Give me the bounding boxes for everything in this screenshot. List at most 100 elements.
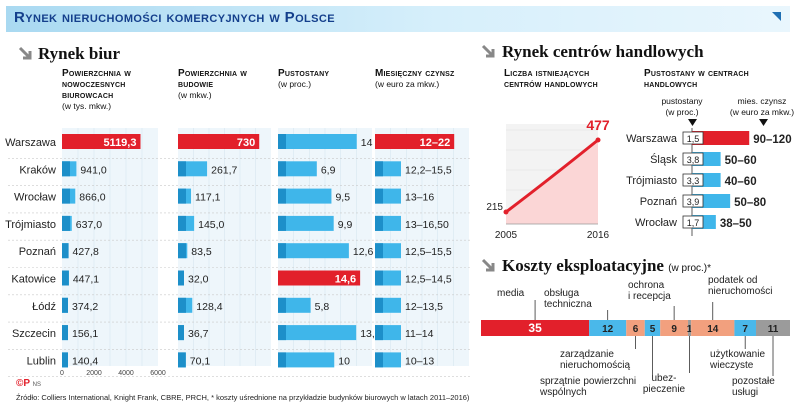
office-col-header-2: Powierzchnia w budowie (w mkw.) [178, 68, 274, 101]
triangle-marker-icon [759, 119, 768, 126]
bar-shade [178, 297, 186, 313]
vacancy-label: 3,9 [687, 197, 700, 207]
callout-label: pieczenie [643, 384, 686, 395]
cost-segment [688, 320, 692, 336]
cost-segment [589, 320, 627, 336]
costs-title-text: Koszty eksploatacyjne [502, 256, 664, 275]
malls-vacancy-sub-unit: (w proc.) [665, 107, 699, 117]
header-background [6, 6, 790, 32]
malls-vacancy-sub: pustostany (w proc.) [652, 96, 712, 118]
data-label: 12,5–15,5 [405, 246, 452, 258]
office-col-header-4-unit: (w euro za mkw.) [375, 79, 440, 89]
data-label: 10–13 [405, 355, 434, 367]
data-point [595, 137, 601, 143]
data-label: 36,7 [188, 328, 209, 340]
data-label: 12–22 [420, 137, 451, 149]
callout-label: użytkowanie [710, 349, 765, 360]
bar-shade [375, 215, 383, 231]
bar-shade [278, 215, 286, 231]
callout-label: pozostałe [732, 376, 775, 387]
data-label: 9,9 [338, 219, 353, 231]
callout-label: nieruchomości [708, 286, 772, 297]
publisher-logo: ©P NS [16, 378, 41, 389]
bar-highlight [692, 131, 750, 145]
malls-rent-sub-label: mies. czynsz [737, 96, 787, 106]
tick-label: 2005 [495, 230, 518, 241]
bar-shade [278, 297, 286, 313]
office-col-header-3: Pustostany (w proc.) [278, 68, 368, 90]
cost-segment [644, 320, 661, 336]
triangle-marker-icon [688, 119, 697, 126]
city-label: Trójmiasto [5, 219, 56, 231]
bar-shade [62, 297, 68, 313]
data-label: 12,6 [353, 246, 374, 258]
bar-shade [375, 352, 383, 368]
vacancy-label: 1,5 [687, 134, 700, 144]
callout-label: ochrona [628, 280, 665, 291]
office-section-title: Rynek biur [38, 44, 121, 63]
line-area [506, 140, 598, 224]
bar-shade [375, 270, 383, 286]
rent-label: 40–60 [725, 176, 757, 188]
segment-label: 11 [768, 324, 779, 335]
bar-shade [278, 325, 286, 341]
rent-label: 50–60 [725, 155, 757, 167]
ns-mark: NS [32, 382, 41, 388]
tick-label: 0 [60, 370, 64, 377]
bar [278, 188, 332, 204]
data-label: 730 [237, 137, 255, 149]
vacancy-box [682, 173, 704, 187]
office-col-header-1-unit: (w tys. mkw.) [62, 101, 112, 111]
vacancy-label: 1,7 [687, 218, 700, 228]
office-col-header-3-title: Pustostany [278, 68, 330, 79]
bar [278, 161, 317, 177]
data-label: 477 [586, 117, 610, 133]
rent-label: 38–50 [720, 218, 752, 230]
data-label: 117,1 [195, 192, 221, 204]
bar-shade [62, 352, 68, 368]
rent-label: 90–120 [753, 134, 791, 146]
callout-label: ubez- [651, 373, 676, 384]
vacancy-box [682, 131, 704, 145]
city-label: Wrocław [14, 192, 56, 204]
data-label: 941,0 [80, 164, 106, 176]
city-label: Katowice [11, 274, 56, 286]
bar [278, 297, 311, 313]
bar-shade [278, 134, 286, 149]
bar-shade [62, 161, 70, 177]
data-label: 374,2 [72, 301, 98, 313]
data-label: 140,4 [72, 355, 98, 367]
data-label: 637,0 [76, 219, 102, 231]
city-label: Warszawa [626, 133, 678, 145]
bar [278, 352, 335, 368]
segment-label: 9 [671, 324, 677, 335]
bar-shade [278, 352, 286, 368]
city-label: Kraków [19, 164, 56, 176]
series-line [505, 138, 599, 214]
arrow-icon [481, 258, 495, 272]
malls-vacancy-header: Pustostany w centrach handlowych [644, 68, 794, 90]
data-label: 12–13,5 [405, 301, 443, 313]
data-label: 9,5 [335, 192, 350, 204]
callout-label: i recepcja [628, 291, 671, 302]
cost-segment [626, 320, 645, 336]
tick-label: 4000 [118, 370, 134, 377]
data-label: 10 [338, 355, 350, 367]
bar-shade [375, 243, 383, 259]
page-title: Rynek nieruchomości komercyjnych w Polsc… [14, 9, 335, 26]
bar-shade [62, 188, 70, 204]
office-col-header-4: Miesięczny czynsz (w euro za mkw.) [375, 68, 475, 90]
bar-shade [375, 325, 383, 341]
data-label: 14 [361, 137, 373, 149]
data-label: 32,0 [188, 274, 209, 286]
segment-label: 7 [742, 324, 748, 335]
segment-label: 12 [602, 324, 614, 335]
bar-shade [178, 243, 186, 259]
tick-label: 2016 [587, 230, 610, 241]
arrow-icon [18, 46, 32, 60]
data-label: 13–16,50 [405, 219, 449, 231]
tick-label: 6000 [150, 370, 166, 377]
callout-label: nieruchomością [560, 360, 630, 371]
segment-label: 14 [707, 324, 719, 335]
office-col-header-2-unit: (w mkw.) [178, 90, 212, 100]
